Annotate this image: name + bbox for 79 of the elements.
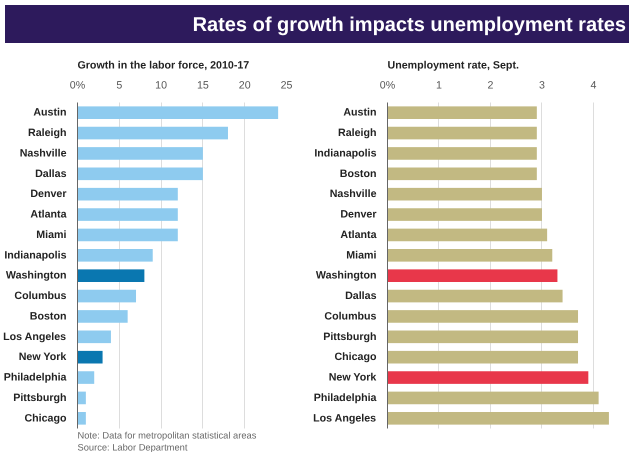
bar xyxy=(388,188,542,201)
y-tick-label: Nashville xyxy=(330,188,377,200)
y-tick-label: Pittsburgh xyxy=(13,392,67,404)
y-tick-label: Boston xyxy=(30,310,67,322)
bar xyxy=(388,167,537,180)
x-tick-label: 1 xyxy=(436,80,442,92)
y-tick-label: Philadelphia xyxy=(4,372,67,384)
y-tick-label: Raleigh xyxy=(28,127,67,140)
bar xyxy=(388,290,563,302)
y-tick-label: New York xyxy=(328,372,376,384)
y-tick-label: Austin xyxy=(33,106,67,119)
bar xyxy=(78,208,178,221)
bar xyxy=(388,310,578,323)
y-tick-label: Columbus xyxy=(324,310,377,322)
x-tick-label: 20 xyxy=(238,80,251,92)
y-tick-label: Pittsburgh xyxy=(323,330,377,343)
y-tick-label: Nashville xyxy=(20,147,67,160)
bar xyxy=(78,106,278,120)
chart-subtitle: Growth in the labor force, 2010-17 xyxy=(78,60,250,72)
y-tick-label: Dallas xyxy=(35,168,67,180)
chart-subtitle: Unemployment rate, Sept. xyxy=(388,60,519,72)
y-tick-label: Atlanta xyxy=(340,228,377,241)
y-tick-label: Austin xyxy=(343,106,377,119)
y-tick-label: Chicago xyxy=(334,351,377,364)
bar xyxy=(388,330,578,344)
y-tick-label: Miami xyxy=(36,228,67,241)
bar xyxy=(388,126,537,140)
bar xyxy=(78,248,153,262)
bar xyxy=(78,350,103,364)
bar xyxy=(388,412,609,425)
bar xyxy=(78,269,144,282)
x-tick-label: 5 xyxy=(116,80,122,92)
x-tick-label: 10 xyxy=(155,80,168,92)
bar xyxy=(78,371,94,384)
y-tick-label: Atlanta xyxy=(30,208,67,221)
bar xyxy=(388,228,548,242)
text: Rates of growth impacts unemployment rates xyxy=(192,13,626,38)
bar xyxy=(388,248,552,262)
x-tick-label: 25 xyxy=(280,80,292,92)
y-tick-label: New York xyxy=(18,351,66,364)
x-tick-label: 3 xyxy=(539,80,546,92)
bar xyxy=(388,350,578,364)
bar xyxy=(78,147,203,160)
x-tick-label: 4 xyxy=(590,80,597,92)
bar xyxy=(388,392,599,404)
bar xyxy=(388,371,588,384)
y-tick-label: Dallas xyxy=(345,290,377,302)
bar xyxy=(388,147,537,160)
text: Note: Data for metropolitan statistical areas xyxy=(78,430,257,440)
y-tick-label: Denver xyxy=(30,188,67,200)
bar xyxy=(388,208,542,221)
bar xyxy=(78,392,86,404)
y-tick-label: Washington xyxy=(316,270,377,282)
x-tick-label: 2 xyxy=(488,80,494,92)
bar xyxy=(78,412,86,425)
y-tick-label: Philadelphia xyxy=(314,392,377,404)
bar xyxy=(78,188,178,201)
x-tick-label: 0% xyxy=(70,80,86,92)
bar xyxy=(78,310,128,323)
x-tick-label: 0% xyxy=(380,80,396,92)
y-tick-label: Los Angeles xyxy=(3,330,66,343)
y-tick-label: Chicago xyxy=(24,412,67,424)
bar xyxy=(78,228,178,242)
y-tick-label: Los Angeles xyxy=(313,412,376,424)
y-tick-label: Denver xyxy=(340,208,377,221)
bar xyxy=(388,106,537,120)
y-tick-label: Washington xyxy=(6,270,67,282)
bar xyxy=(78,167,203,180)
y-tick-label: Columbus xyxy=(14,290,67,302)
y-tick-label: Raleigh xyxy=(338,127,377,140)
bar xyxy=(78,126,228,140)
y-tick-label: Indianapolis xyxy=(4,249,67,262)
x-tick-label: 15 xyxy=(196,80,209,92)
bar xyxy=(78,290,136,302)
y-tick-label: Miami xyxy=(346,249,377,262)
bar xyxy=(78,330,111,344)
y-tick-label: Boston xyxy=(340,168,377,180)
bar xyxy=(388,269,558,282)
y-tick-label: Indianapolis xyxy=(314,147,377,160)
